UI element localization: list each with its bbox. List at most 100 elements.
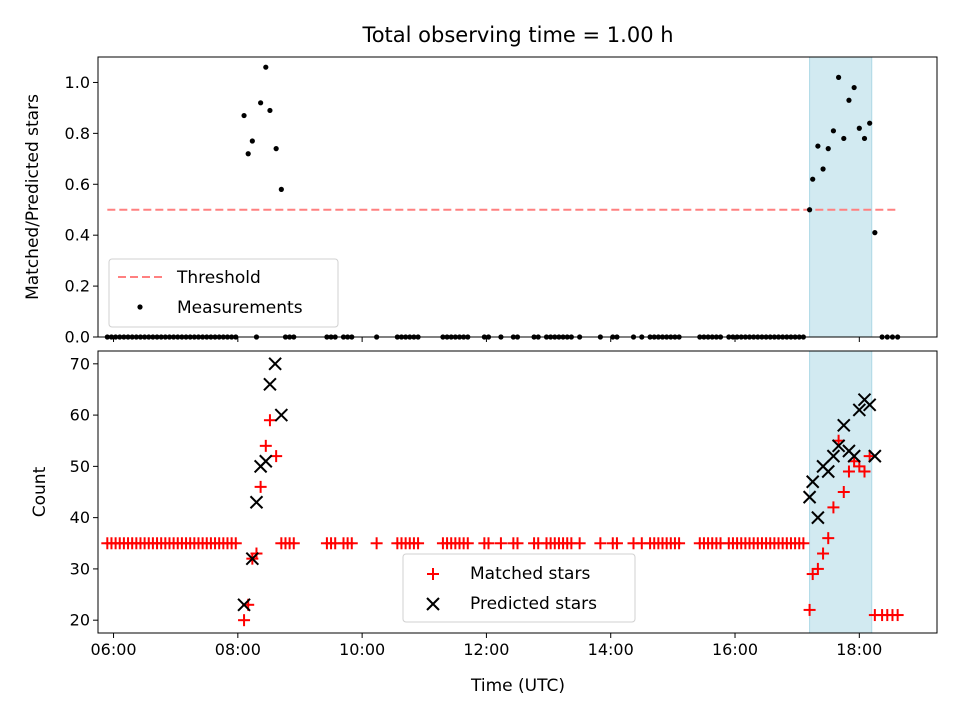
matched-stars-point bbox=[594, 537, 607, 550]
legend-matched-label: Matched stars bbox=[470, 564, 590, 584]
matched-stars-point bbox=[511, 537, 524, 550]
matched-stars-point bbox=[482, 537, 495, 550]
predicted-stars-point bbox=[821, 464, 835, 479]
legend-measurements-label: Measurements bbox=[177, 298, 303, 318]
y-tick-label: 1.0 bbox=[65, 73, 90, 92]
matched-stars-point bbox=[817, 547, 830, 560]
x-tick-label: 06:00 bbox=[90, 640, 136, 659]
matched-stars-point bbox=[370, 537, 383, 550]
y-tick-label: 0.4 bbox=[65, 226, 90, 245]
y-tick-label: 0.6 bbox=[65, 175, 90, 194]
top-panel-x-ticks bbox=[113, 337, 860, 342]
x-tick-label: 16:00 bbox=[712, 640, 758, 659]
top-panel-shaded-span bbox=[809, 56, 873, 338]
predicted-stars-point bbox=[249, 495, 264, 509]
top-panel-y-ticks: 0.0 0.2 0.4 0.6 0.8 1.0 bbox=[65, 73, 98, 347]
bottom-panel-y-axis-label: Count bbox=[30, 466, 50, 517]
predicted-stars-point bbox=[868, 449, 882, 463]
observing-window-shade bbox=[809, 56, 873, 338]
matched-stars-point bbox=[797, 537, 810, 550]
predicted-stars-point bbox=[831, 439, 846, 453]
matched-stars-point bbox=[891, 609, 904, 622]
measurement-point bbox=[841, 135, 847, 142]
top-panel-y-axis-label: Matched/Predicted stars bbox=[23, 94, 43, 300]
matched-stars-point bbox=[238, 614, 251, 627]
matched-stars-point bbox=[412, 537, 425, 550]
bottom-panel-frame bbox=[97, 350, 938, 634]
matched-stars-point bbox=[811, 562, 824, 575]
matched-stars-point bbox=[673, 537, 686, 550]
y-tick-label: 30 bbox=[70, 559, 90, 578]
predicted-stars-point bbox=[862, 398, 877, 412]
bottom-panel-y-ticks: 20 30 40 50 60 70 bbox=[70, 354, 98, 630]
y-tick-label: 40 bbox=[70, 508, 90, 527]
matched-stars-point bbox=[858, 465, 871, 478]
matched-stars-point bbox=[229, 537, 242, 550]
legend-threshold-label: Threshold bbox=[176, 268, 261, 288]
measurement-point bbox=[825, 146, 831, 152]
top-panel-legend: Threshold Measurements bbox=[108, 258, 339, 328]
measurement-point bbox=[851, 84, 857, 91]
x-tick-label: 08:00 bbox=[215, 640, 261, 659]
matched-stars-point bbox=[287, 537, 300, 550]
measurement-point bbox=[258, 100, 264, 106]
measurement-point bbox=[815, 143, 821, 149]
legend-predicted-label: Predicted stars bbox=[470, 594, 597, 614]
matched-stars-point bbox=[806, 568, 819, 581]
predicted-stars-point bbox=[245, 551, 260, 566]
matched-stars-point bbox=[842, 465, 855, 478]
measurement-point bbox=[861, 135, 868, 142]
measurement-point bbox=[241, 112, 247, 119]
top-panel: 0.0 0.2 0.4 0.6 0.8 1.0 Matched/Predicted sta… bbox=[23, 56, 938, 347]
measurement-point bbox=[835, 74, 842, 80]
measurement-point bbox=[249, 138, 255, 144]
measurement-point bbox=[830, 128, 837, 134]
top-panel-frame bbox=[97, 56, 938, 338]
measurement-point bbox=[867, 120, 873, 126]
x-tick-label: 14:00 bbox=[588, 640, 634, 659]
y-tick-label: 50 bbox=[70, 457, 90, 476]
y-tick-label: 70 bbox=[70, 354, 90, 373]
bottom-panel: 20 30 40 50 60 70 06:00 08:00 10:00 12:00 14:00 16… bbox=[30, 350, 938, 696]
series-predicted-stars bbox=[237, 357, 882, 612]
predicted-stars-point bbox=[237, 598, 251, 612]
measurement-point bbox=[278, 186, 284, 192]
matched-stars-point bbox=[573, 537, 586, 550]
x-tick-label: 18:00 bbox=[836, 640, 882, 659]
y-tick-label: 0.8 bbox=[65, 124, 90, 143]
predicted-stars-point bbox=[847, 449, 861, 463]
bottom-panel-x-ticks: 06:00 08:00 10:00 12:00 14:00 16:00 18:00 bbox=[90, 633, 882, 659]
measurement-point bbox=[273, 146, 279, 152]
matched-stars-point bbox=[259, 439, 272, 452]
matched-stars-point bbox=[822, 532, 835, 545]
measurement-point bbox=[846, 97, 852, 103]
matched-stars-point bbox=[254, 480, 267, 493]
x-axis-label: Time (UTC) bbox=[470, 676, 565, 696]
measurement-point bbox=[806, 207, 813, 213]
y-tick-label: 60 bbox=[70, 406, 90, 425]
matched-stars-point bbox=[345, 537, 358, 550]
matched-stars-point bbox=[263, 414, 276, 427]
matched-stars-point bbox=[494, 537, 507, 550]
measurement-point bbox=[856, 125, 862, 131]
matched-stars-point bbox=[461, 537, 474, 550]
measurement-point bbox=[872, 230, 878, 236]
matched-stars-point bbox=[803, 603, 816, 616]
matched-stars-point bbox=[827, 501, 840, 514]
predicted-stars-point bbox=[837, 418, 851, 433]
predicted-stars-point bbox=[268, 357, 282, 371]
predicted-stars-point bbox=[259, 454, 273, 468]
legend-matched-marker bbox=[427, 568, 439, 580]
measurement-point bbox=[810, 176, 816, 182]
predicted-stars-point bbox=[811, 510, 825, 525]
legend-measurements-marker bbox=[137, 304, 143, 310]
bottom-panel-marks bbox=[101, 357, 904, 627]
x-tick-label: 12:00 bbox=[463, 640, 509, 659]
y-tick-label: 20 bbox=[70, 611, 90, 630]
legend-predicted-marker bbox=[426, 597, 440, 611]
predicted-stars-point bbox=[826, 449, 841, 463]
predicted-stars-point bbox=[802, 490, 817, 504]
bottom-panel-legend: Matched stars Predicted stars bbox=[402, 553, 636, 623]
top-panel-legend-box bbox=[108, 258, 339, 328]
y-tick-label: 0.0 bbox=[65, 328, 90, 347]
